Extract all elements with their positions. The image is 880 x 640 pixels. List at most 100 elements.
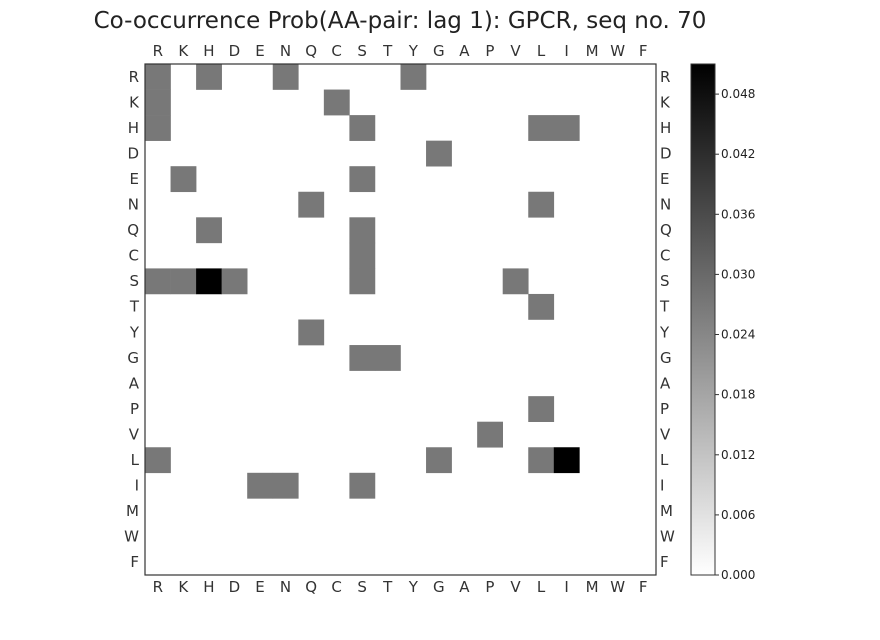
y-tick-label-right-A: A	[660, 374, 671, 392]
x-tick-label-top-K: K	[178, 42, 189, 60]
y-tick-label-right-R: R	[660, 68, 670, 86]
heatmap-cell-D-G	[426, 140, 452, 167]
x-tick-label-bottom-H: H	[203, 578, 214, 596]
y-tick-label-right-F: F	[660, 553, 669, 571]
colorbar-tick-label-0.012: 0.012	[721, 448, 755, 462]
x-tick-label-top-V: V	[510, 42, 521, 60]
y-tick-label-right-Y: Y	[659, 323, 670, 341]
heatmap-cell-H-L	[528, 115, 555, 141]
heatmap-cell-S-D	[221, 268, 248, 295]
colorbar-tick-labels: 0.000 0.006 0.012 0.018 0.024 0.030 0.036 0.042…	[715, 87, 755, 582]
colorbar-tick-label-0.048: 0.048	[721, 87, 755, 101]
heatmap-cell-N-L	[528, 191, 555, 218]
x-tick-label-bottom-Y: Y	[408, 578, 419, 596]
heatmap-cell-G-T	[374, 345, 401, 371]
heatmap-cell-H-S	[349, 115, 376, 141]
y-tick-label-left-D: D	[127, 144, 139, 162]
x-tick-label-bottom-S: S	[357, 578, 367, 596]
colorbar-tick-label-0.024: 0.024	[721, 328, 755, 342]
x-tick-label-top-H: H	[203, 42, 214, 60]
heatmap-cell-Q-S	[349, 217, 376, 244]
heatmap-cell-L-G	[426, 447, 452, 474]
y-tick-label-left-H: H	[128, 119, 139, 137]
y-tick-label-left-N: N	[128, 196, 139, 214]
y-tick-label-left-L: L	[131, 451, 140, 469]
colorbar-tick-label-0.000: 0.000	[721, 568, 755, 582]
x-tick-label-bottom-V: V	[510, 578, 521, 596]
x-tick-label-top-F: F	[639, 42, 648, 60]
x-tick-label-top-S: S	[357, 42, 367, 60]
heatmap-cell-V-P	[477, 421, 503, 448]
heatmap-cell-E-S	[349, 166, 376, 193]
x-tick-label-bottom-N: N	[280, 578, 291, 596]
y-tick-label-left-W: W	[124, 528, 139, 546]
y-tick-label-right-V: V	[660, 426, 671, 444]
x-tick-label-top-L: L	[537, 42, 546, 60]
x-tick-label-bottom-F: F	[639, 578, 648, 596]
y-tick-label-left-T: T	[129, 298, 140, 316]
y-tick-label-left-S: S	[129, 272, 139, 290]
x-tick-label-bottom-I: I	[564, 578, 568, 596]
y-tick-label-left-R: R	[129, 68, 139, 86]
heatmap-cell-K-R	[145, 89, 171, 116]
x-tick-label-bottom-M: M	[586, 578, 599, 596]
x-tick-label-bottom-L: L	[537, 578, 546, 596]
heatmap-cell-N-Q	[298, 191, 325, 218]
heatmap-cells	[145, 64, 580, 499]
y-tick-label-right-H: H	[660, 119, 671, 137]
y-tick-label-right-E: E	[660, 170, 669, 188]
x-tick-label-bottom-K: K	[178, 578, 189, 596]
y-tick-label-left-Y: Y	[129, 323, 140, 341]
colorbar	[690, 63, 716, 576]
heatmap-cell-I-N	[272, 472, 299, 499]
y-tick-label-left-Q: Q	[127, 221, 139, 239]
x-tick-label-bottom-P: P	[485, 578, 494, 596]
x-tick-label-top-G: G	[433, 42, 445, 60]
colorbar-tick-label-0.036: 0.036	[721, 207, 755, 221]
heatmap-cell-S-R	[145, 268, 171, 295]
y-tick-label-left-P: P	[130, 400, 139, 418]
x-tick-label-bottom-R: R	[153, 578, 163, 596]
heatmap-cell-C-S	[349, 242, 376, 269]
x-tick-label-bottom-G: G	[433, 578, 445, 596]
y-tick-label-right-P: P	[660, 400, 669, 418]
colorbar-tick-label-0.042: 0.042	[721, 147, 755, 161]
colorbar-tick-label-0.030: 0.030	[721, 267, 755, 281]
y-tick-label-left-K: K	[129, 93, 140, 111]
y-tick-label-right-G: G	[660, 349, 672, 367]
heatmap-cell-E-K	[170, 166, 197, 193]
x-tick-label-top-P: P	[485, 42, 494, 60]
y-tick-label-right-W: W	[660, 528, 675, 546]
y-tick-label-left-M: M	[126, 502, 139, 520]
heatmap-cell-S-V	[502, 268, 529, 295]
heatmap-cell-L-I	[553, 447, 580, 474]
y-tick-label-left-A: A	[129, 374, 140, 392]
colorbar-tick-label-0.006: 0.006	[721, 508, 755, 522]
x-tick-label-top-R: R	[153, 42, 163, 60]
y-tick-label-left-I: I	[135, 477, 139, 495]
heatmap-cell-Q-H	[196, 217, 222, 244]
heatmap-cell-S-S	[349, 268, 376, 295]
heatmap-cell-T-L	[528, 293, 555, 320]
y-tick-label-right-K: K	[660, 93, 671, 111]
x-tick-label-top-C: C	[331, 42, 341, 60]
x-tick-label-top-I: I	[564, 42, 568, 60]
heatmap-cell-Y-Q	[298, 319, 325, 346]
heatmap-cell-P-L	[528, 396, 555, 422]
x-tick-label-bottom-C: C	[331, 578, 341, 596]
x-tick-label-top-E: E	[255, 42, 264, 60]
heatmap-cell-R-N	[272, 64, 299, 90]
heatmap-cell-I-E	[247, 472, 274, 499]
y-tick-label-right-Q: Q	[660, 221, 672, 239]
x-tick-label-top-Y: Y	[408, 42, 419, 60]
x-tick-label-top-W: W	[610, 42, 625, 60]
heatmap-cell-G-S	[349, 345, 376, 371]
heatmap-cell-R-Y	[400, 64, 427, 90]
y-tick-label-right-D: D	[660, 144, 672, 162]
heatmap-cell-S-K	[170, 268, 197, 295]
y-tick-label-right-T: T	[659, 298, 670, 316]
